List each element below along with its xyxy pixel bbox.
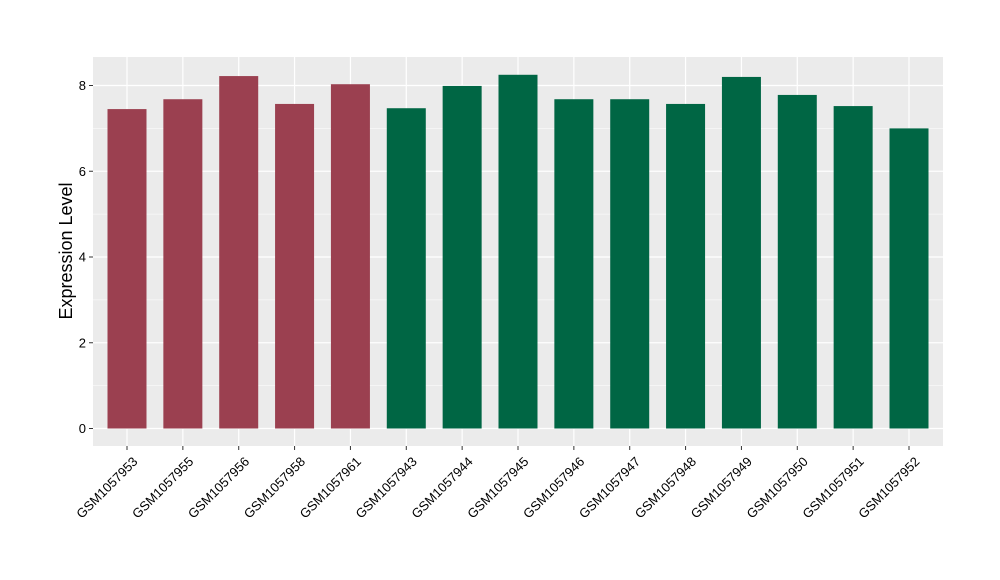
y-tick-label: 4 (79, 250, 86, 265)
bar-gsm1057945 (498, 74, 538, 429)
bars (107, 74, 929, 429)
bar-gsm1057943 (386, 108, 426, 429)
bar-gsm1057949 (721, 76, 761, 429)
y-tick-label: 0 (79, 421, 86, 436)
y-tick-label: 8 (79, 78, 86, 93)
y-tick-label: 6 (79, 164, 86, 179)
bar-gsm1057946 (554, 99, 594, 429)
bar-gsm1057944 (442, 85, 482, 429)
bar-gsm1057956 (219, 76, 259, 429)
bar-gsm1057955 (163, 99, 203, 429)
bar-gsm1057958 (275, 103, 315, 429)
y-tick-label: 2 (79, 335, 86, 350)
bar-gsm1057952 (889, 128, 929, 429)
bar-gsm1057961 (330, 84, 370, 429)
bar-gsm1057950 (777, 94, 817, 429)
bar-gsm1057947 (610, 99, 650, 429)
bar-gsm1057948 (666, 103, 706, 429)
bar-gsm1057953 (107, 109, 147, 429)
bar-gsm1057951 (833, 106, 873, 429)
y-axis-title: Expression Level (56, 182, 76, 319)
